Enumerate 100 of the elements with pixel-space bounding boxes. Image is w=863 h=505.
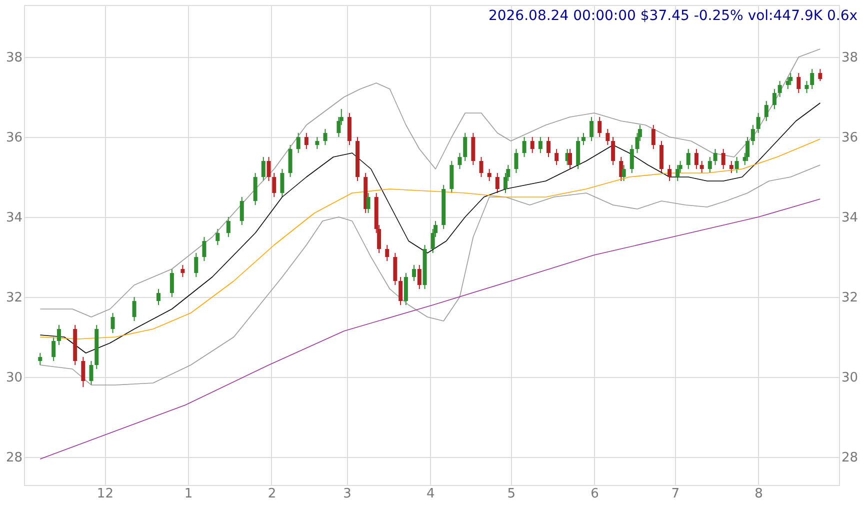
y-tick-label: 28: [6, 450, 22, 466]
candlestick: [764, 100, 768, 122]
x-tick-label: 2: [268, 486, 276, 502]
candlestick: [659, 140, 664, 174]
candlestick: [180, 264, 185, 278]
x-tick-label: 3: [343, 486, 352, 502]
candlestick: [796, 72, 801, 94]
candlestick: [786, 76, 790, 90]
candlestick: [347, 112, 352, 146]
candlestick: [81, 356, 86, 388]
candlestick: [818, 68, 822, 82]
candlestick: [630, 144, 634, 174]
candlestick: [713, 148, 718, 166]
candlestick: [804, 80, 809, 94]
candlestick: [734, 156, 739, 174]
candlestick: [530, 136, 534, 154]
candlestick: [495, 172, 500, 194]
candlestick: [611, 136, 616, 166]
y2-tick-label: 34: [842, 210, 858, 226]
candlestick: [606, 128, 610, 146]
candlestick: [487, 168, 492, 182]
line-series: [40, 138, 821, 340]
candlestick: [458, 152, 462, 170]
candlestick: [404, 272, 408, 306]
candlestick: [788, 72, 793, 86]
y-tick-label: 36: [6, 130, 22, 146]
candlestick: [651, 124, 656, 150]
candlestick: [110, 312, 115, 334]
candlestick: [676, 164, 680, 182]
candlestick: [576, 136, 580, 170]
candlestick: [598, 116, 602, 138]
y-tick-label: 34: [6, 210, 22, 226]
x-tick-label: 6: [590, 486, 599, 502]
y2-tick-label: 32: [842, 290, 858, 306]
x-tick-label: 8: [754, 486, 763, 502]
y2-tick-label: 38: [842, 50, 858, 66]
candlestick: [590, 116, 594, 142]
candlestick: [38, 352, 42, 366]
y-tick-label: 30: [6, 370, 22, 386]
candlestick: [315, 136, 320, 150]
candlestick: [385, 244, 390, 262]
candlestick: [538, 136, 542, 154]
candlestick: [522, 136, 526, 158]
candlestick: [52, 336, 56, 362]
candlestick: [750, 124, 755, 146]
candlestick: [393, 252, 398, 286]
candlestick: [132, 296, 136, 322]
candlestick: [450, 160, 454, 194]
candlestick: [170, 268, 174, 298]
candlestick: [261, 156, 266, 182]
candlestick: [471, 132, 476, 166]
candlestick: [366, 192, 370, 214]
candlestick: [156, 288, 160, 306]
candlestick: [240, 196, 244, 226]
candlestick: [304, 132, 308, 150]
candlestick: [56, 324, 61, 346]
candlestick: [479, 156, 484, 178]
candlestick: [272, 172, 276, 198]
x-tick-label: 12: [96, 486, 114, 502]
candlestick: [280, 168, 284, 198]
x-tick-label: 5: [507, 486, 516, 502]
candlestick: [708, 156, 712, 174]
candlestick: [546, 136, 551, 158]
candlestick: [686, 148, 690, 170]
candlestick: [756, 112, 760, 134]
candlestick: [288, 144, 292, 178]
candlestick: [778, 80, 782, 98]
x-tick-label: 4: [426, 486, 435, 502]
candlestick: [514, 148, 518, 174]
candlestick: [622, 164, 626, 182]
line-series: [40, 48, 821, 318]
candlestick: [89, 360, 94, 386]
candlestick: [194, 252, 198, 278]
candlestick: [266, 156, 271, 182]
candlestick: [323, 128, 328, 146]
y2-tick-label: 36: [842, 130, 858, 146]
candlestick: [581, 132, 586, 146]
candlestick: [554, 148, 559, 166]
x-tick-label: 1: [184, 486, 193, 502]
line-series: [40, 198, 821, 460]
candlestick: [226, 216, 230, 238]
candlestick: [216, 228, 220, 246]
candlestick: [296, 132, 300, 154]
candlestick: [694, 148, 698, 170]
candlestick: [253, 172, 258, 206]
candlestick: [729, 160, 734, 174]
y2-tick-label: 28: [842, 450, 858, 466]
candlestick: [772, 88, 776, 110]
candlestick: [463, 132, 468, 162]
line-series: [40, 164, 821, 386]
candlestick: [417, 264, 422, 290]
candlestick: [398, 276, 403, 306]
candlestick: [746, 136, 750, 162]
line-series: [40, 102, 821, 354]
y-tick-label: 32: [6, 290, 22, 306]
x-tick-label: 7: [671, 486, 680, 502]
candlestick: [700, 160, 704, 174]
candlestick: [810, 68, 814, 90]
candlestick: [721, 148, 726, 170]
candlestick: [668, 164, 672, 182]
